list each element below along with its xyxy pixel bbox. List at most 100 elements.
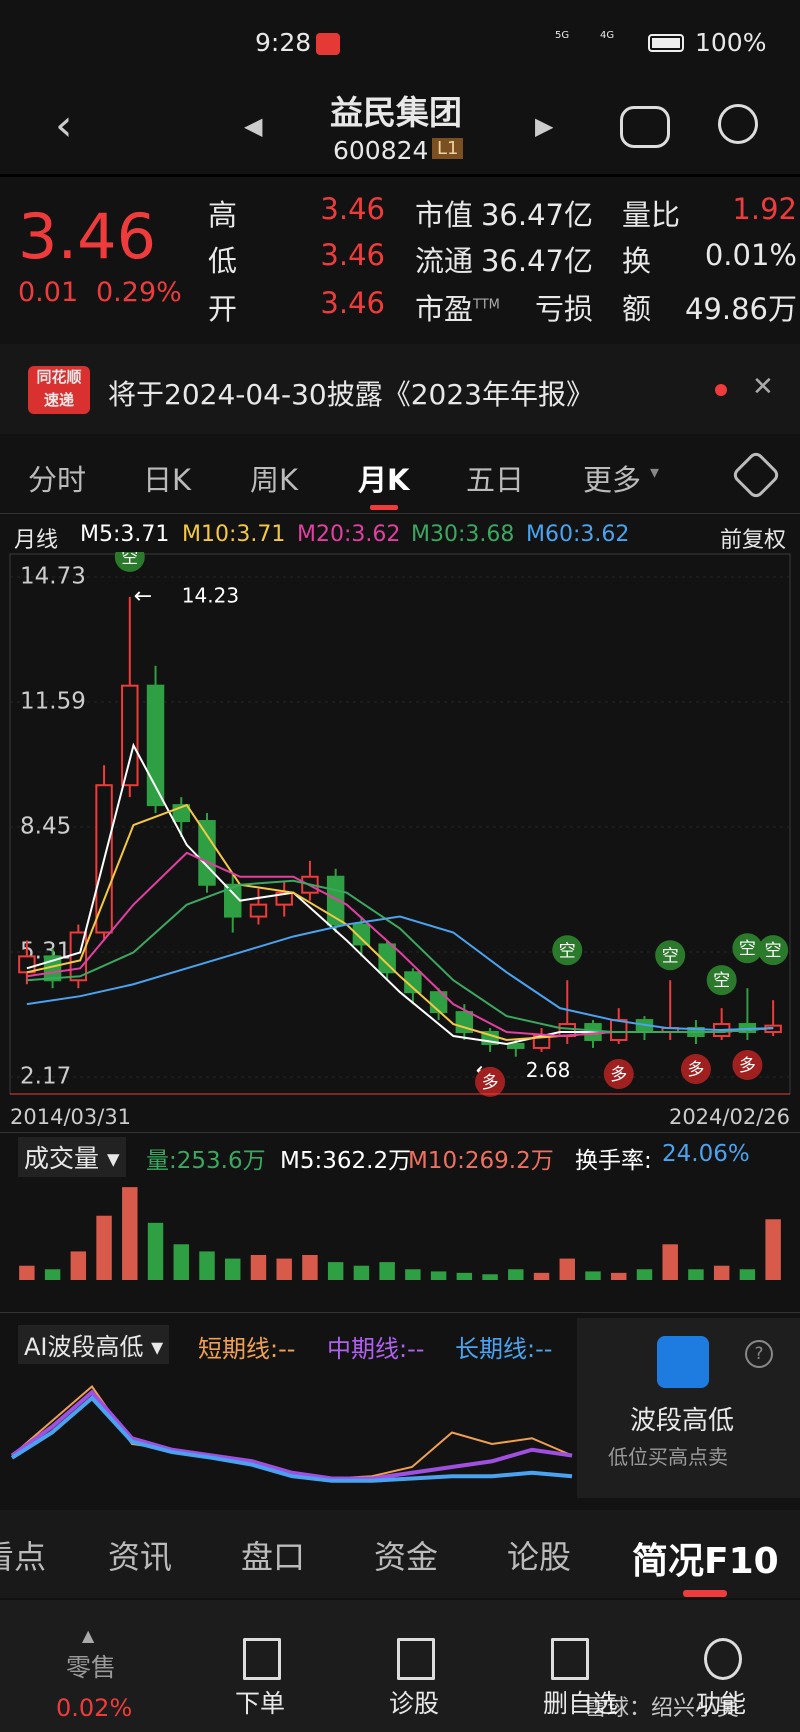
tool-icon [704,1638,742,1680]
period-tab[interactable]: 周K [250,463,299,497]
notice-text: 将于2024-04-30披露《2023年年报》 [108,378,594,411]
tool-label[interactable]: 功能 [696,1689,747,1718]
tab-indicator [370,505,398,510]
retail-arrow: ▲ [82,1626,95,1645]
signal-bubble [758,935,789,966]
signal-bubble [552,935,583,966]
signal-bubble [680,1053,711,1084]
quote-cell: 市值 [415,198,474,232]
period-tab[interactable]: 分时 [28,463,87,497]
close-notice[interactable]: ✕ [752,372,774,402]
notice-bar[interactable] [0,344,800,434]
candle-body [249,903,268,918]
promo-icon [657,1336,709,1388]
tool-label[interactable]: 诊股 [389,1689,440,1718]
signal-label: 多 [739,1056,756,1076]
signal-label: 空 [765,941,782,961]
high-annotation: 14.23 [182,583,239,607]
signal-bubble [732,933,763,964]
volume-selector[interactable]: 成交量 ▾ [18,1137,126,1177]
signal-label: 空 [713,971,730,991]
period-tab[interactable]: 日K [143,463,192,497]
notice-badge: 同花顺 速递 [28,366,90,414]
divider [0,174,800,177]
adjust-mode[interactable]: 前复权 [719,528,786,553]
volume-bar [353,1265,370,1280]
signal-4g: 4G [600,30,615,41]
candle-body [198,820,216,886]
quote-cell: 换 [622,244,652,278]
tool-label[interactable]: 下单 [235,1689,286,1718]
ai-line [10,1389,573,1481]
quote-cell: 低 [208,244,238,278]
help-button[interactable]: ? [745,1340,773,1368]
ma-item: M5:3.71 [80,522,170,547]
y-tick-label: 14.73 [20,564,86,590]
quote-cell: 市盈TTM [415,292,500,326]
battery-level: 100% [695,28,767,57]
tool-icon [397,1638,435,1680]
stock-code: 600824 [333,136,429,165]
next-stock[interactable]: ▶ [535,112,554,140]
search-button[interactable] [718,104,758,144]
ai-short: 短期线:-- [198,1335,296,1363]
info-tab[interactable]: 看点 [0,1538,47,1576]
divider [0,1312,800,1313]
more-arrow: ▾ [650,462,660,483]
volume-bar [559,1258,575,1280]
robot-button[interactable] [620,106,670,148]
period-tab[interactable]: 五日 [466,463,525,497]
period-tab[interactable]: 月K [358,463,410,497]
volume-bar [713,1265,730,1280]
unread-dot [715,384,727,396]
back-button[interactable]: ‹ [55,100,73,151]
volume-bar [122,1187,138,1280]
ma-item: M20:3.62 [297,522,401,547]
info-tab[interactable]: 简况F10 [632,1541,779,1582]
prev-stock[interactable]: ◀ [244,112,263,140]
volume-bar [379,1262,395,1280]
volume-bar [19,1265,35,1280]
y-tick-label: 2.17 [20,1064,71,1090]
info-tab[interactable]: 资讯 [108,1538,173,1576]
ai-selector[interactable]: AI波段高低 ▾ [18,1325,170,1364]
candle-body [275,891,293,906]
volume-chart [19,1187,781,1280]
ma-item: M10:3.71 [182,522,286,547]
tool-label[interactable]: 删自选 [543,1689,619,1718]
volume-bar [739,1269,756,1280]
ma-label: 月线 [14,528,59,553]
ma-line [26,742,774,1045]
volume-item: 量:253.6万 [146,1148,266,1174]
info-tab[interactable]: 盘口 [241,1538,306,1576]
ai-title: AI波段高低 [24,1333,144,1361]
y-tick-label: 11.59 [20,689,86,715]
volume-bar [508,1269,524,1280]
battery-icon [648,34,684,52]
promo-subtitle: 低位买高点卖 [608,1445,728,1469]
ai-long: 长期线:-- [455,1335,553,1363]
candle-body [352,923,371,946]
period-tab[interactable]: 更多 [583,463,642,497]
kline-chart: 14.7311.598.455.312.17←14.23←2.68空空空空空空多… [9,552,791,1129]
quote-cell: 0.01% [704,238,797,272]
info-tab[interactable]: 资金 [374,1538,439,1576]
price-change: 0.01 [18,277,79,308]
end-date: 2024/02/26 [669,1105,790,1129]
quote-cell: 1.92 [732,192,797,226]
info-tabs [0,1510,800,1598]
quote-cell: 36.47亿 [480,198,593,232]
status-time: 9:28 [255,28,312,57]
low-annotation: 2.68 [526,1058,571,1082]
volume-bar [199,1251,215,1280]
ai-line [10,1395,573,1483]
signal-bubble [655,940,686,971]
info-tab[interactable]: 论股 [507,1538,572,1576]
volume-bar [327,1262,344,1280]
ai-chart [10,1385,573,1483]
candle-body [610,1019,628,1041]
stock-name: 益民集团 [330,93,462,132]
settings-button[interactable] [730,449,782,501]
retail-label[interactable]: 零售 [66,1653,117,1682]
